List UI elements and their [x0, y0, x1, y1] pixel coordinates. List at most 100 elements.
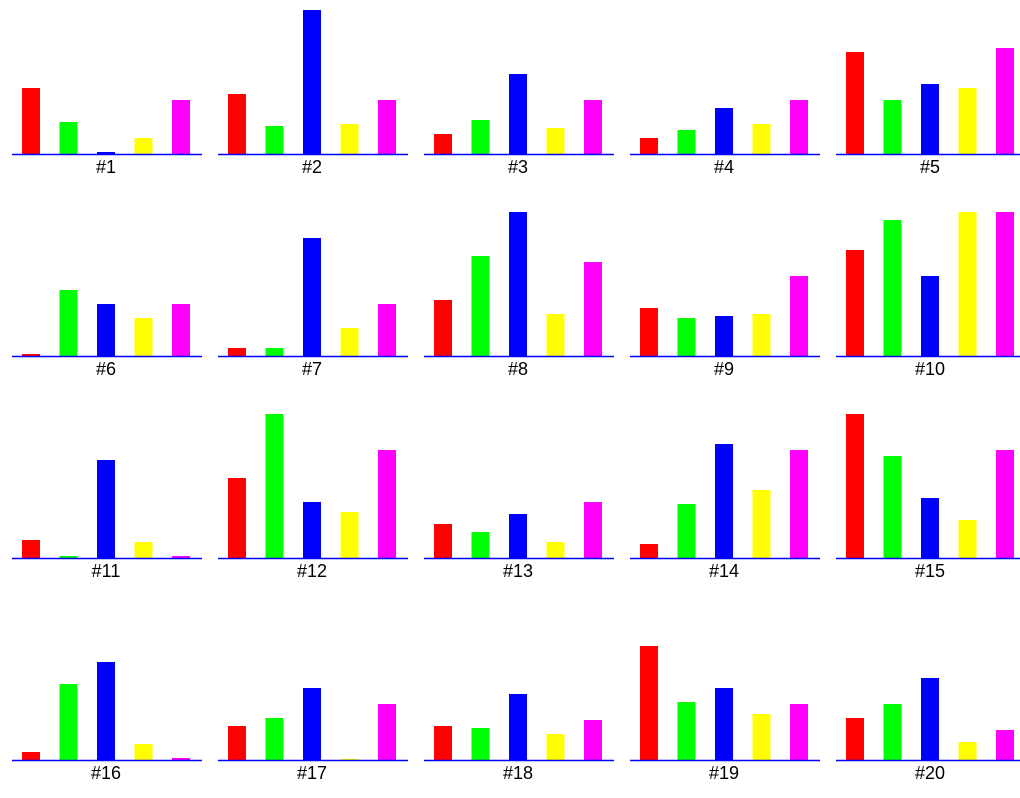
bar	[677, 504, 696, 558]
bar	[883, 704, 902, 760]
bar	[715, 316, 733, 356]
chart-panel: #10	[836, 212, 1020, 379]
bar	[921, 498, 939, 558]
chart-panel: #6	[12, 290, 202, 379]
bar	[640, 646, 658, 760]
chart-panel: #5	[836, 48, 1020, 177]
bar	[434, 300, 452, 356]
panel-label: #3	[508, 157, 528, 177]
bar	[471, 532, 490, 558]
bar	[996, 450, 1014, 558]
bar	[340, 328, 359, 356]
bar	[640, 138, 658, 154]
bar	[677, 130, 696, 154]
bar	[172, 100, 190, 154]
bar	[228, 478, 246, 558]
bar	[134, 744, 153, 760]
bar	[59, 556, 78, 558]
bar	[958, 212, 977, 356]
bar	[790, 276, 808, 356]
bar	[228, 94, 246, 154]
bar	[22, 540, 40, 558]
bar	[303, 688, 321, 760]
bar	[640, 308, 658, 356]
bar	[471, 256, 490, 356]
panel-label: #9	[714, 359, 734, 379]
bar	[640, 544, 658, 558]
bar	[958, 742, 977, 760]
bar	[471, 728, 490, 760]
panel-label: #2	[302, 157, 322, 177]
bar	[752, 490, 771, 558]
bar	[509, 74, 527, 154]
bar	[584, 720, 602, 760]
bar	[584, 502, 602, 558]
bar	[134, 138, 153, 154]
panel-label: #19	[709, 763, 739, 783]
panel-label: #11	[92, 561, 121, 581]
panel-label: #16	[91, 763, 121, 783]
chart-panel: #9	[630, 276, 820, 379]
bar	[59, 122, 78, 154]
bar	[265, 718, 284, 760]
bar	[846, 52, 864, 154]
bar	[434, 134, 452, 154]
bar	[790, 704, 808, 760]
bar	[303, 238, 321, 356]
panel-label: #18	[503, 763, 533, 783]
bar	[546, 314, 565, 356]
chart-panel: #17	[218, 688, 408, 783]
chart-panel: #14	[630, 444, 820, 581]
bar	[22, 354, 40, 356]
chart-panel: #15	[836, 414, 1020, 581]
bar	[434, 726, 452, 760]
bar	[265, 414, 284, 558]
panel-label: #6	[96, 359, 116, 379]
bar	[790, 450, 808, 558]
panel-label: #8	[508, 359, 528, 379]
bar	[97, 460, 115, 558]
chart-panel: #2	[218, 10, 408, 177]
bar	[59, 684, 78, 760]
bar	[752, 314, 771, 356]
bar	[996, 730, 1014, 760]
bar	[471, 120, 490, 154]
bar	[509, 694, 527, 760]
panel-label: #12	[297, 561, 327, 581]
bar	[340, 512, 359, 558]
bar	[172, 304, 190, 356]
panel-label: #7	[302, 359, 322, 379]
bar	[59, 290, 78, 356]
panel-label: #17	[297, 763, 327, 783]
panel-label: #15	[915, 561, 945, 581]
bar	[921, 276, 939, 356]
bar	[921, 678, 939, 760]
bar	[378, 450, 396, 558]
bar	[958, 88, 977, 154]
bar	[584, 100, 602, 154]
chart-panel: #12	[218, 414, 408, 581]
bar	[715, 444, 733, 558]
bar	[790, 100, 808, 154]
bar	[303, 10, 321, 154]
bar	[883, 456, 902, 558]
bar	[677, 318, 696, 356]
bar	[546, 128, 565, 154]
chart-panel: #20	[836, 678, 1020, 783]
panel-label: #13	[503, 561, 533, 581]
bar	[97, 304, 115, 356]
bar	[228, 348, 246, 356]
chart-panel: #3	[424, 74, 614, 177]
panel-label: #1	[96, 157, 116, 177]
chart-panel: #13	[424, 502, 614, 581]
bar	[715, 688, 733, 760]
bar	[265, 348, 284, 356]
bar	[378, 100, 396, 154]
bar	[996, 212, 1014, 356]
bar	[172, 758, 190, 760]
panel-label: #5	[920, 157, 940, 177]
bar	[677, 702, 696, 760]
panel-label: #14	[709, 561, 739, 581]
bar	[846, 718, 864, 760]
bar	[340, 124, 359, 154]
